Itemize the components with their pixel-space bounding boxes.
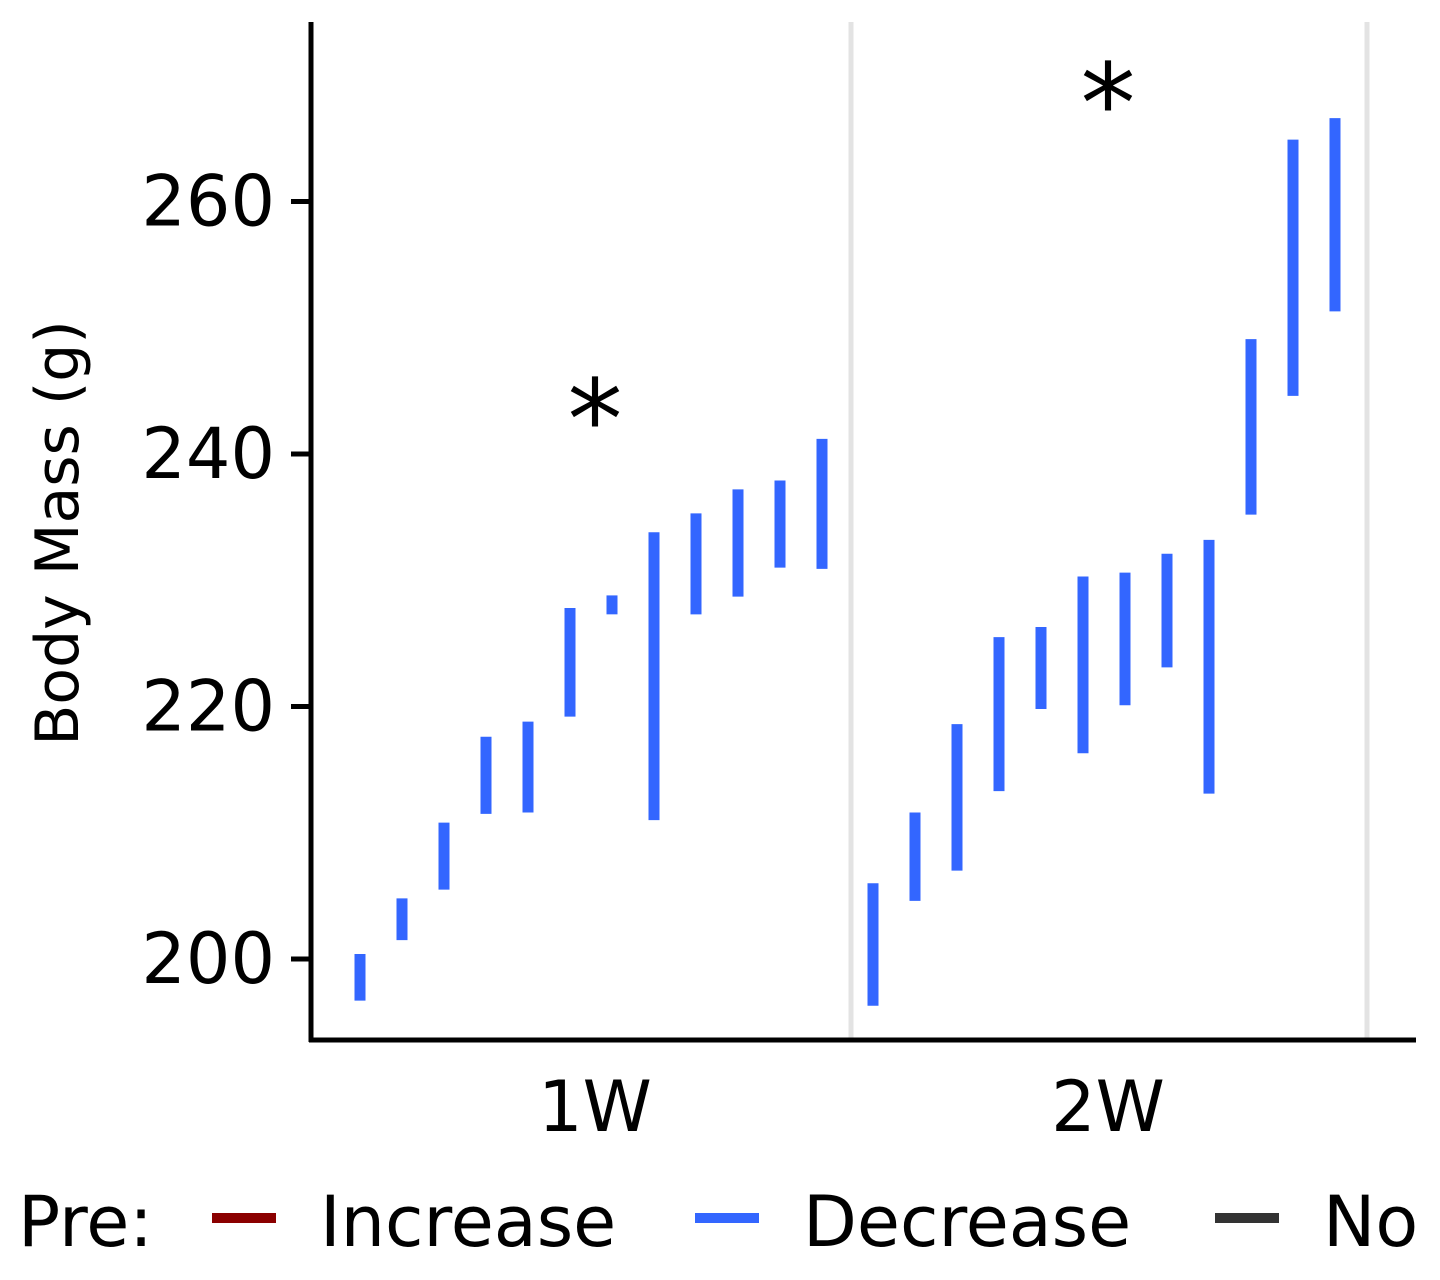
- legend-label-no: No: [1323, 1181, 1418, 1263]
- y-axis-ticks: 200 220 240 260: [141, 161, 311, 1000]
- y-tick-label: 260: [141, 161, 275, 243]
- legend-label-decrease: Decrease: [803, 1181, 1131, 1263]
- x-tick-label: 2W: [1051, 1066, 1165, 1148]
- data-bars: [354, 118, 1341, 1006]
- y-tick-label: 240: [141, 413, 275, 495]
- legend-label-increase: Increase: [320, 1181, 616, 1263]
- y-axis-label: Body Mass (g): [23, 320, 93, 746]
- significance-markers: **: [568, 40, 1136, 484]
- x-axis-ticks: 1W 2W: [538, 1066, 1165, 1148]
- y-tick-label: 220: [141, 666, 275, 748]
- significance-star: *: [1081, 40, 1136, 168]
- legend-title: Pre:: [18, 1181, 153, 1263]
- x-tick-label: 1W: [538, 1066, 652, 1148]
- legend: Pre: Increase Decrease No: [18, 1181, 1418, 1263]
- significance-star: *: [568, 356, 623, 484]
- y-tick-label: 200: [141, 918, 275, 1000]
